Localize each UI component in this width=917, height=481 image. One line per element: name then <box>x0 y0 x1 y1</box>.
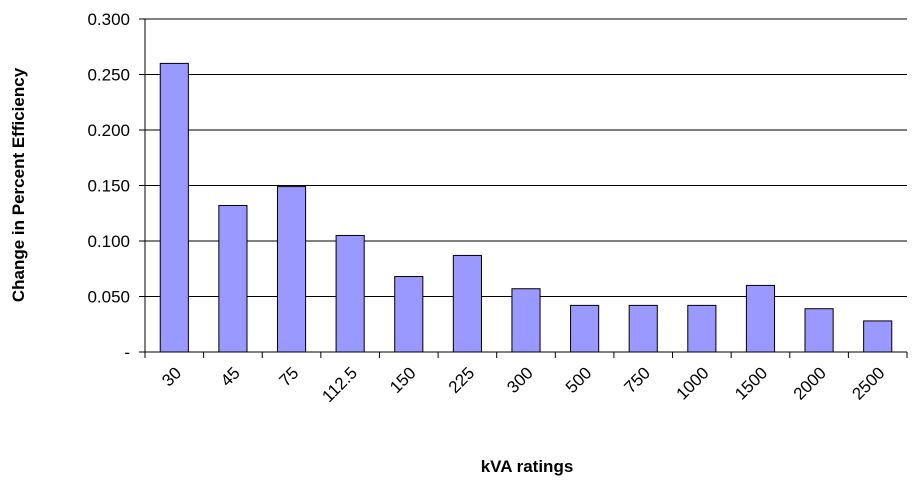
bar <box>394 276 424 353</box>
x-tick-label: 750 <box>621 363 654 396</box>
bar <box>159 62 189 353</box>
y-tick-label: 0.150 <box>87 177 130 196</box>
bar <box>335 234 365 353</box>
bar <box>628 304 658 353</box>
bar <box>804 308 834 353</box>
bar <box>745 284 776 353</box>
y-tick-label: 0.300 <box>87 10 130 29</box>
x-tick-label: 45 <box>217 363 244 390</box>
bar <box>687 304 717 353</box>
x-tick-label: 30 <box>158 363 185 390</box>
x-tick-label: 1000 <box>672 363 712 403</box>
bar <box>452 254 482 353</box>
x-tick-label: 150 <box>386 363 419 396</box>
y-tick-label: 0.050 <box>87 288 130 307</box>
y-axis-title: Change in Percent Efficiency <box>9 67 28 302</box>
y-tick-label: - <box>124 343 130 362</box>
bar <box>218 204 248 353</box>
x-tick-label: 500 <box>562 363 595 396</box>
x-tick-label: 75 <box>276 363 303 390</box>
x-axis-title: kVA ratings <box>481 457 574 476</box>
bar <box>276 186 307 353</box>
x-tick-label: 112.5 <box>318 363 361 406</box>
bar <box>570 304 600 353</box>
bar <box>863 320 893 353</box>
x-tick-label: 2000 <box>790 363 830 403</box>
x-tick-label: 300 <box>503 363 536 396</box>
bar <box>511 288 541 353</box>
x-tick-label: 2500 <box>848 363 888 403</box>
y-tick-label: 0.100 <box>87 232 130 251</box>
x-tick-label: 225 <box>445 363 478 396</box>
y-tick-label: 0.250 <box>87 66 130 85</box>
y-tick-label: 0.200 <box>87 121 130 140</box>
x-tick-label: 1500 <box>731 363 771 403</box>
